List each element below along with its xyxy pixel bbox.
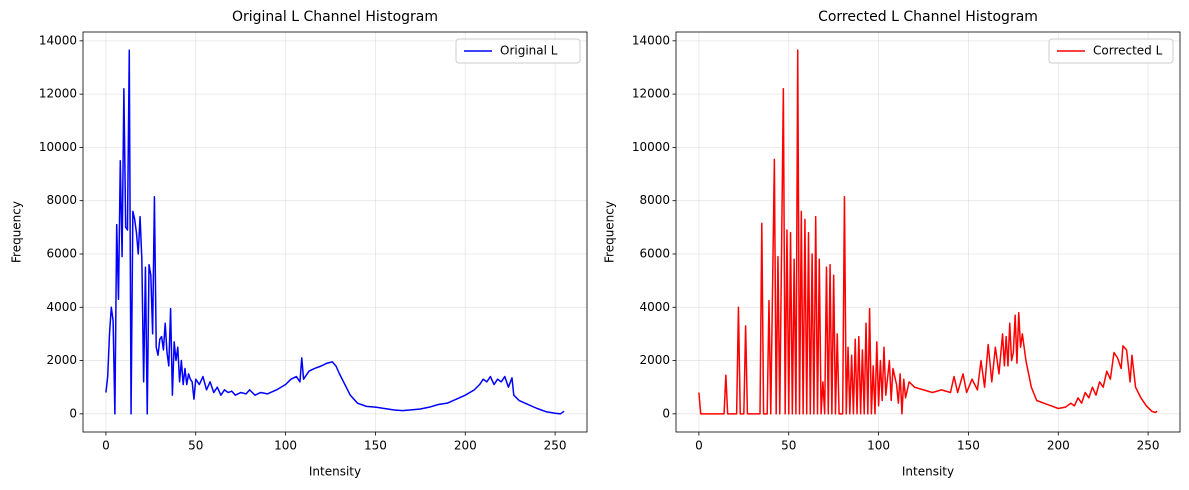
y-tick-label: 10000 [632, 140, 670, 154]
y-tick-label: 10000 [39, 140, 77, 154]
data-line [698, 49, 1158, 415]
y-tick-label: 6000 [639, 246, 670, 260]
x-axis-label: Intensity [309, 465, 361, 479]
y-tick-label: 8000 [46, 193, 77, 207]
subplot: Original L Channel Histogram Intensity Fre… [10, 9, 588, 479]
y-tick-label: 6000 [46, 246, 77, 260]
y-tick-label: 2000 [639, 353, 670, 367]
y-tick-label: 4000 [639, 300, 670, 314]
x-tick-label: 150 [957, 439, 980, 453]
x-axis-label: Intensity [902, 465, 954, 479]
plot-area [698, 49, 1158, 415]
y-tick-label: 8000 [639, 193, 670, 207]
chart-title: Original L Channel Histogram [232, 9, 438, 25]
y-tick-label: 12000 [39, 87, 77, 101]
chart-title: Corrected L Channel Histogram [818, 9, 1038, 25]
x-tick-label: 200 [454, 439, 477, 453]
x-tick-label: 200 [1047, 439, 1070, 453]
x-tick-label: 100 [867, 439, 890, 453]
x-tick-label: 0 [102, 439, 110, 453]
legend-label: Original L [500, 44, 558, 58]
x-tick-label: 100 [274, 439, 297, 453]
x-tick-label: 250 [544, 439, 567, 453]
x-tick-label: 0 [695, 439, 703, 453]
axes-frame [82, 31, 588, 433]
y-tick-label: 14000 [632, 33, 670, 47]
legend: Original L [455, 38, 581, 64]
y-axis-label: Frequency [10, 201, 24, 263]
legend-box [1048, 38, 1174, 64]
x-tick-label: 150 [364, 439, 387, 453]
axes-frame [675, 31, 1181, 433]
subplot: Corrected L Channel Histogram Intensity Fr… [603, 9, 1181, 479]
y-tick-label: 4000 [46, 300, 77, 314]
y-tick-label: 0 [69, 406, 77, 420]
x-tick-label: 50 [188, 439, 203, 453]
plot-area [105, 49, 565, 415]
data-line [105, 49, 565, 415]
y-tick-label: 0 [662, 406, 670, 420]
y-tick-label: 14000 [39, 33, 77, 47]
x-tick-label: 50 [781, 439, 796, 453]
y-axis-label: Frequency [603, 201, 617, 263]
y-tick-label: 2000 [46, 353, 77, 367]
legend: Corrected L [1048, 38, 1174, 64]
y-tick-label: 12000 [632, 87, 670, 101]
legend-box [455, 38, 581, 64]
x-tick-label: 250 [1137, 439, 1160, 453]
legend-label: Corrected L [1093, 44, 1163, 58]
